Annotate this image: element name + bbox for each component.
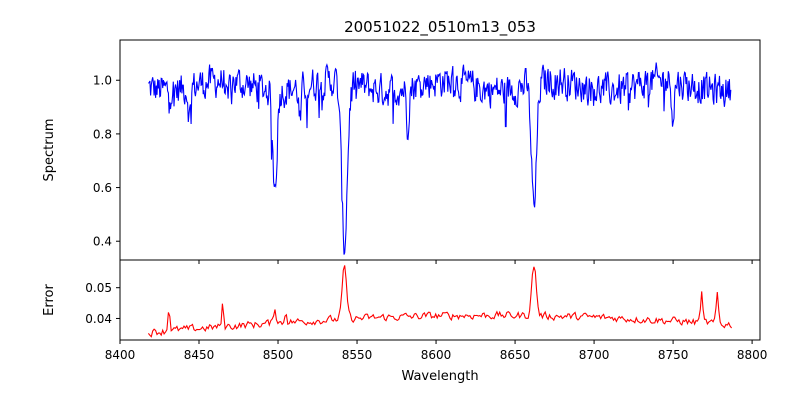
x-tick-label: 8400 <box>105 348 136 362</box>
spectrum-y-tick-label: 1.0 <box>93 74 112 88</box>
x-tick-label: 8750 <box>658 348 689 362</box>
x-axis-label: Wavelength <box>401 369 478 384</box>
error-y-axis-label: Error <box>42 284 57 316</box>
spectrum-y-tick-label: 0.6 <box>93 181 112 195</box>
spectrum-series-line <box>148 62 732 255</box>
x-tick-label: 8550 <box>342 348 373 362</box>
error-y-tick-label: 0.04 <box>85 312 112 326</box>
spectrum-panel: 0.4 0.6 0.8 1.0 20051022_0510m13_053 Spectr… <box>42 18 761 264</box>
error-y-tick-label: 0.05 <box>85 281 112 295</box>
chart-title: 20051022_0510m13_053 <box>344 18 536 37</box>
error-panel: 0.04 0.05 8400 8450 8500 8550 8600 8650 8700 8750… <box>42 259 767 384</box>
x-tick-label: 8600 <box>421 348 452 362</box>
x-tick-label: 8450 <box>184 348 215 362</box>
spectrum-y-tick-label: 0.8 <box>93 127 112 141</box>
spectrum-y-tick-label: 0.4 <box>93 235 112 249</box>
spectrum-y-axis-label: Spectrum <box>42 119 57 182</box>
x-tick-label: 8800 <box>737 348 768 362</box>
error-series-line <box>147 265 733 338</box>
error-axes-frame <box>119 259 761 341</box>
x-tick-label: 8650 <box>500 348 531 362</box>
x-tick-label: 8500 <box>263 348 294 362</box>
x-tick-label: 8700 <box>579 348 610 362</box>
error-ticks: 0.04 0.05 8400 8450 8500 8550 8600 8650 8700 8750… <box>85 281 767 362</box>
